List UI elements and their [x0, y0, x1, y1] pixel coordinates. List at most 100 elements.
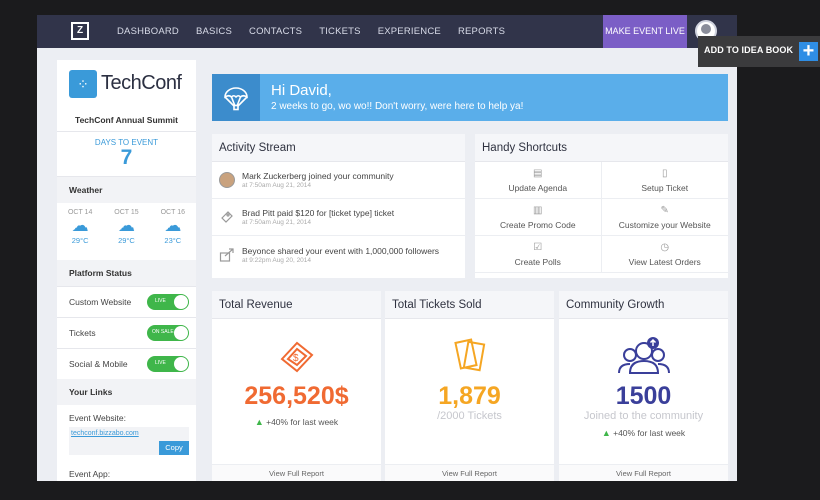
activity-time: at 7:50am Aug 21, 2014 [242, 182, 312, 189]
nav-contacts[interactable]: CONTACTS [249, 26, 303, 37]
activity-time: at 9:22pm Aug 20, 2014 [242, 256, 312, 264]
shortcuts-grid: ▤ Update Agenda ▯ Setup Ticket ▥ Create Pro… [475, 162, 728, 273]
cloud-upload-icon: ☁ [164, 216, 182, 235]
activity-item[interactable]: Beyonce shared your event with 1,000,000… [212, 236, 465, 273]
shortcuts-title: Handy Shortcuts [475, 134, 728, 162]
ticket-icon [218, 208, 236, 226]
activity-text: Beyonce shared your event with 1,000,000… [242, 245, 440, 256]
make-event-live-button[interactable]: MAKE EVENT LIVE [603, 15, 687, 48]
plus-icon: + [799, 41, 818, 61]
weather-temp: 29°C [118, 236, 135, 245]
community-title: Community Growth [559, 291, 728, 319]
activity-item[interactable]: Brad Pitt paid $120 for [ticket type] ti… [212, 199, 465, 236]
event-logo: ⁘ TechConf [57, 60, 196, 107]
app-frame: Z DASHBOARD BASICS CONTACTS TICKETS EXPE… [37, 15, 737, 481]
activity-stream-card: Activity Stream Mark Zuckerberg joined y… [212, 134, 465, 278]
community-value: 1500 [615, 382, 672, 410]
checklist-icon: ☑ [533, 242, 543, 253]
your-links-heading: Your Links [57, 379, 196, 405]
shortcut-create-promo-code[interactable]: ▥ Create Promo Code [475, 199, 602, 236]
main-nav: DASHBOARD BASICS CONTACTS TICKETS EXPERI… [117, 15, 522, 48]
parachute-icon [212, 74, 260, 121]
nav-tickets[interactable]: TICKETS [319, 26, 361, 37]
shortcut-label: Create Polls [514, 257, 561, 267]
activity-text: Mark Zuckerberg joined your community [242, 171, 394, 181]
tickets-value: 1,879 [438, 382, 501, 410]
event-logo-text: TechConf [101, 72, 182, 94]
community-growth-card: Community Growth 1500 Joined to the comm… [559, 291, 728, 481]
shortcut-create-polls[interactable]: ☑ Create Polls [475, 236, 602, 273]
shortcuts-card: Handy Shortcuts ▤ Update Agenda ▯ Setup Ti… [475, 134, 728, 278]
status-label: Social & Mobile [69, 359, 128, 369]
platform-status-heading: Platform Status [57, 260, 196, 286]
shortcut-view-orders[interactable]: ◷ View Latest Orders [601, 236, 728, 273]
sidebar: ⁘ TechConf TechConf Annual Summit DAYS T… [57, 60, 196, 481]
shortcut-label: Update Agenda [508, 183, 568, 193]
file-icon: ▯ [661, 168, 668, 179]
shortcut-label: Setup Ticket [641, 183, 689, 193]
activity-item[interactable]: Mark Zuckerberg joined your community at… [212, 162, 465, 199]
website-url-link[interactable]: techconf.bizzabo.com [71, 430, 139, 437]
website-url-field: techconf.bizzabo.com Copy [69, 427, 189, 455]
community-growth: ▲ +40% for last week [559, 428, 728, 438]
event-name: TechConf Annual Summit [57, 107, 196, 132]
arrow-up-icon: ▲ [254, 417, 264, 427]
techconf-logo-icon: ⁘ [69, 69, 97, 98]
activity-stream-title: Activity Stream [212, 134, 465, 162]
welcome-banner: Hi David, 2 weeks to go, wo wo!! Don't w… [212, 74, 728, 121]
status-label: Tickets [69, 328, 96, 338]
revenue-view-report-link[interactable]: View Full Report [212, 464, 381, 481]
activity-time: at 7:50am Aug 21, 2014 [242, 219, 312, 226]
cloud-rain-icon: ☁ [117, 216, 135, 235]
top-navbar: Z DASHBOARD BASICS CONTACTS TICKETS EXPE… [37, 15, 737, 48]
shortcut-setup-ticket[interactable]: ▯ Setup Ticket [601, 162, 728, 199]
toggle-state: LIVE [155, 298, 166, 304]
total-tickets-card: Total Tickets Sold 1,879 /2000 Tickets V… [385, 291, 554, 481]
days-label: DAYS TO EVENT [94, 138, 159, 147]
weather-day: OCT 15 ☁ 29°C [106, 209, 146, 260]
shortcut-label: Customize your Website [618, 220, 711, 230]
status-social-mobile: Social & Mobile LIVE [57, 348, 196, 379]
website-label: Event Website: [69, 413, 127, 423]
revenue-value: 256,520$ [244, 382, 349, 410]
pencil-icon: ✎ [660, 205, 669, 216]
document-icon: ▤ [533, 168, 543, 179]
weather-date: OCT 14 [67, 209, 93, 216]
community-view-report-link[interactable]: View Full Report [559, 464, 728, 481]
nav-reports[interactable]: REPORTS [457, 26, 506, 37]
revenue-growth: ▲ +40% for last week [212, 417, 381, 427]
weather-day: OCT 16 ☁ 23°C [153, 209, 193, 260]
arrow-up-icon: ▲ [601, 428, 611, 438]
svg-text:$: $ [293, 353, 299, 364]
website-live-toggle[interactable]: LIVE [147, 294, 189, 310]
share-icon [218, 246, 236, 264]
nav-experience[interactable]: EXPERIENCE [377, 26, 441, 37]
shortcut-label: View Latest Orders [628, 257, 701, 267]
nav-dashboard[interactable]: DASHBOARD [117, 26, 179, 37]
shortcut-update-agenda[interactable]: ▤ Update Agenda [475, 162, 602, 199]
weather-date: OCT 16 [160, 209, 185, 216]
tickets-body: 1,879 /2000 Tickets [385, 319, 554, 423]
copy-button[interactable]: Copy [159, 441, 189, 455]
money-icon: $ [212, 319, 381, 377]
social-live-toggle[interactable]: LIVE [147, 356, 189, 372]
revenue-body: $ 256,520$ ▲ +40% for last week [212, 319, 381, 427]
tickets-view-report-link[interactable]: View Full Report [385, 464, 554, 481]
nav-basics[interactable]: BASICS [195, 26, 233, 37]
people-icon [559, 319, 728, 377]
tickets-on-sale-toggle[interactable]: ON SALE [147, 325, 189, 341]
status-custom-website: Custom Website LIVE [57, 286, 196, 317]
status-tickets: Tickets ON SALE [57, 317, 196, 348]
toggle-state: LIVE [155, 360, 166, 366]
shortcut-customize-website[interactable]: ✎ Customize your Website [601, 199, 728, 236]
user-avatar-icon [218, 171, 236, 189]
add-to-idea-book-button[interactable]: ADD TO IDEA BOOK + [698, 36, 820, 67]
barcode-icon: ▥ [533, 205, 543, 216]
community-body: 1500 Joined to the community ▲ +40% for … [559, 319, 728, 438]
revenue-title: Total Revenue [212, 291, 381, 319]
tickets-title: Total Tickets Sold [385, 291, 554, 319]
welcome-title: Hi David, [271, 82, 332, 99]
brand-logo[interactable]: Z [71, 22, 89, 40]
cloud-rain-icon: ☁ [71, 216, 89, 235]
weather-temp: 29°C [71, 236, 89, 245]
